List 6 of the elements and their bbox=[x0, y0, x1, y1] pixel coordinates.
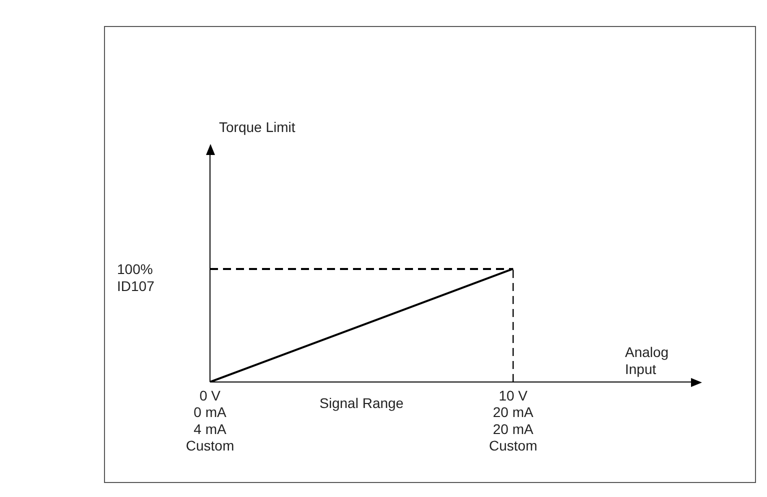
x-tick-label: 10 V 20 mA 20 mA Custom bbox=[489, 387, 538, 454]
x-tick-label: 0 V 0 mA 4 mA Custom bbox=[186, 387, 234, 454]
annotation: Analog Input bbox=[625, 344, 669, 377]
x-axis-title: Signal Range bbox=[320, 395, 404, 411]
ref-line-label: 100% ID107 bbox=[117, 260, 155, 294]
text: Torque Limit bbox=[219, 119, 296, 135]
